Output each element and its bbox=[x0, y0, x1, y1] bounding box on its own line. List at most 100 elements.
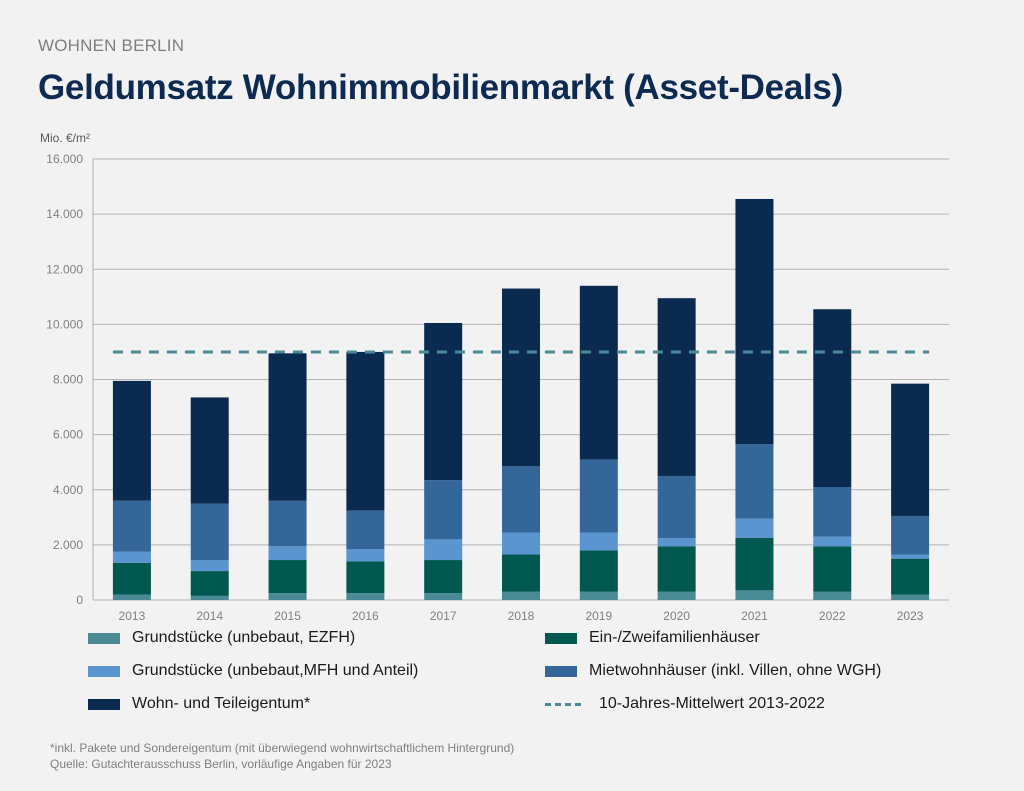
bar-segment bbox=[502, 554, 540, 592]
y-tick-label: 8.000 bbox=[53, 373, 83, 387]
y-axis-label: Mio. €/m² bbox=[40, 131, 90, 145]
bar-segment bbox=[112, 562, 151, 595]
y-tick-label: 2.000 bbox=[53, 538, 83, 552]
bar-segment bbox=[112, 551, 151, 563]
bar-segment bbox=[579, 459, 618, 533]
legend-item-grundstuecke-mfh: Grundstücke (unbebaut,MFH und Anteil) bbox=[88, 662, 418, 680]
x-tick-label: 2022 bbox=[819, 609, 846, 623]
bar-segment bbox=[735, 537, 774, 591]
bar-segment bbox=[346, 510, 385, 550]
legend-label: 10-Jahres-Mittelwert 2013-2022 bbox=[599, 695, 825, 712]
x-tick-label: 2021 bbox=[741, 609, 768, 623]
bar-segment bbox=[190, 560, 229, 572]
bar-segment bbox=[502, 466, 540, 533]
y-tick-label: 14.000 bbox=[46, 207, 83, 221]
bar-segment bbox=[891, 594, 930, 600]
bar-segment bbox=[424, 593, 463, 600]
bar-segment bbox=[424, 322, 463, 481]
x-tick-label: 2018 bbox=[508, 609, 535, 623]
y-tick-label: 12.000 bbox=[46, 262, 83, 276]
bar-segment bbox=[424, 480, 463, 540]
x-tick-label: 2016 bbox=[352, 609, 379, 623]
bar-segment bbox=[424, 560, 463, 594]
legend-label: Mietwohnhäuser (inkl. Villen, ohne WGH) bbox=[589, 662, 882, 679]
bar-segment bbox=[268, 546, 307, 561]
bar-segment bbox=[813, 536, 852, 547]
bar-segment bbox=[190, 397, 229, 504]
x-tick-label: 2019 bbox=[585, 609, 612, 623]
y-tick-label: 0 bbox=[76, 593, 83, 607]
bar-segment bbox=[268, 500, 307, 547]
chart-kicker: WOHNEN BERLIN bbox=[38, 36, 185, 55]
legend-label: Ein-/Zweifamilienhäuser bbox=[589, 629, 760, 646]
bar-segment bbox=[735, 590, 774, 600]
legend-swatch bbox=[88, 698, 120, 710]
legend-item-wohneigentum: Wohn- und Teileigentum* bbox=[88, 695, 310, 713]
bar-segment bbox=[657, 537, 696, 547]
x-tick-label: 2013 bbox=[119, 609, 146, 623]
bar-segment bbox=[813, 309, 852, 487]
legend-swatch bbox=[545, 632, 577, 644]
legend-label: Grundstücke (unbebaut,MFH und Anteil) bbox=[132, 662, 419, 679]
bar-segment bbox=[268, 353, 307, 501]
bar-segment bbox=[657, 591, 696, 600]
bar-segment bbox=[891, 558, 930, 595]
y-tick-labels: 0 2.000 4.000 6.000 8.000 10.000 12.000 14.000 1… bbox=[46, 152, 83, 607]
legend-item-reference-line: 10-Jahres-Mittelwert 2013-2022 bbox=[545, 695, 825, 713]
bar-segment bbox=[813, 591, 852, 600]
bar-segment bbox=[112, 594, 151, 600]
x-tick-label: 2023 bbox=[897, 609, 924, 623]
bars bbox=[112, 198, 930, 600]
bar-segment bbox=[657, 546, 696, 592]
y-tick-label: 16.000 bbox=[46, 152, 83, 166]
bar-segment bbox=[346, 549, 385, 562]
bar-segment bbox=[268, 560, 307, 594]
x-tick-label: 2014 bbox=[196, 609, 223, 623]
bar-segment bbox=[502, 288, 540, 467]
legend-item-grundstuecke-ezfh: Grundstücke (unbebaut, EZFH) bbox=[88, 629, 355, 647]
bar-segment bbox=[190, 595, 229, 600]
y-tick-label: 10.000 bbox=[46, 317, 83, 331]
bar-segment bbox=[891, 554, 930, 559]
bar-segment bbox=[813, 546, 852, 592]
x-tick-label: 2015 bbox=[274, 609, 301, 623]
bar-segment bbox=[813, 486, 852, 537]
legend-label: Wohn- und Teileigentum* bbox=[132, 695, 311, 712]
bar-segment bbox=[735, 518, 774, 538]
bar-segment bbox=[891, 515, 930, 555]
bar-segment bbox=[346, 593, 385, 600]
bar-segment bbox=[112, 500, 151, 552]
bar-segment bbox=[579, 532, 618, 551]
x-tick-labels: 2013 2014 2015 2016 2017 2018 2019 2020 2021 2022… bbox=[119, 609, 924, 623]
bar-segment bbox=[735, 444, 774, 519]
chart-title: Geldumsatz Wohnimmobilienmarkt (Asset-De… bbox=[38, 68, 843, 107]
bar-segment bbox=[424, 539, 463, 561]
x-tick-label: 2017 bbox=[430, 609, 457, 623]
bar-segment bbox=[657, 475, 696, 538]
bar-segment bbox=[112, 380, 151, 501]
legend-label: Grundstücke (unbebaut, EZFH) bbox=[132, 629, 356, 646]
legend-swatch bbox=[88, 632, 120, 644]
y-tick-label: 4.000 bbox=[53, 483, 83, 497]
source-note: Quelle: Gutachterausschuss Berlin, vorlä… bbox=[50, 757, 392, 771]
bar-segment bbox=[346, 561, 385, 594]
bar-segment bbox=[735, 198, 774, 445]
legend-swatch bbox=[88, 665, 120, 677]
footnote: *inkl. Pakete und Sondereigentum (mit üb… bbox=[50, 741, 515, 755]
bar-segment bbox=[579, 550, 618, 592]
x-tick-label: 2020 bbox=[663, 609, 690, 623]
bar-segment bbox=[657, 298, 696, 476]
bar-segment bbox=[190, 503, 229, 561]
legend-item-mietwohnhaeuser: Mietwohnhäuser (inkl. Villen, ohne WGH) bbox=[545, 662, 881, 680]
legend-item-ezfh: Ein-/Zweifamilienhäuser bbox=[545, 629, 760, 647]
y-tick-label: 6.000 bbox=[53, 428, 83, 442]
bar-segment bbox=[891, 383, 930, 516]
bar-segment bbox=[579, 285, 618, 460]
bar-segment bbox=[346, 351, 385, 511]
bar-segment bbox=[502, 532, 540, 555]
bar-segment bbox=[190, 571, 229, 596]
bar-segment bbox=[268, 593, 307, 600]
legend-swatch-dashed bbox=[545, 702, 581, 706]
legend-swatch bbox=[545, 665, 577, 677]
